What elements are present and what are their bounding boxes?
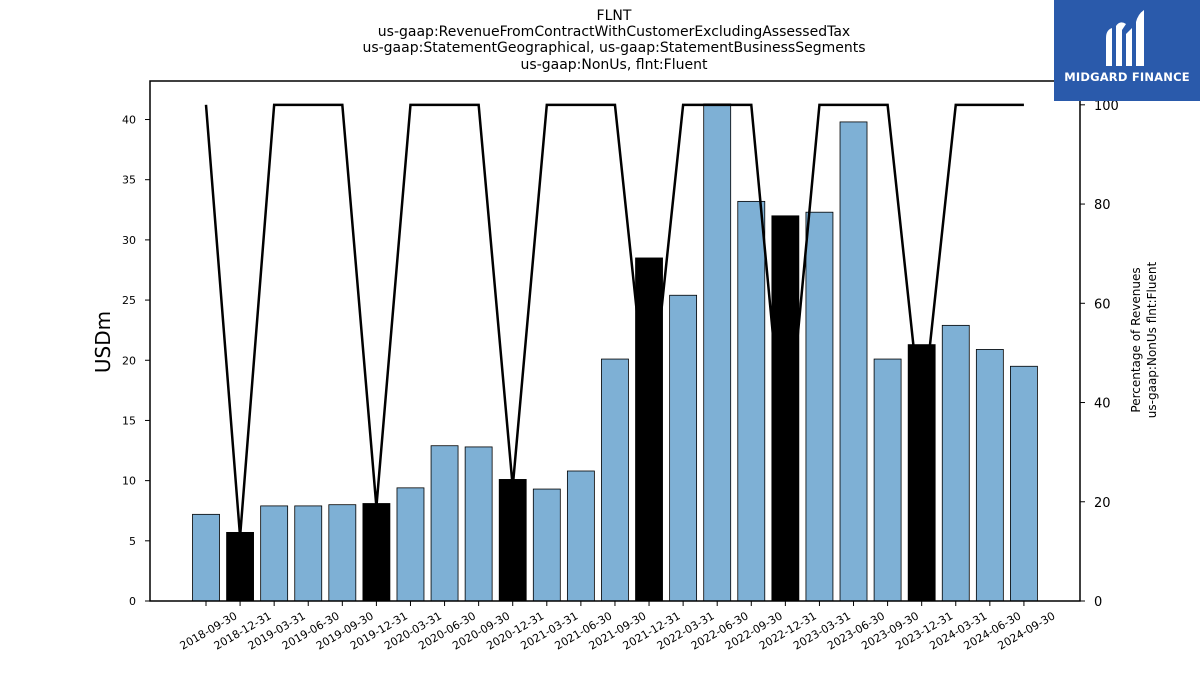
bar-2021-12-31 xyxy=(635,257,663,602)
bar-2018-12-31 xyxy=(226,531,254,602)
y-tick-label: 40 xyxy=(122,114,136,127)
bar-2023-12-31 xyxy=(907,344,936,602)
title-line-4: us-gaap:NonUs, flnt:Fluent xyxy=(521,57,708,73)
y2-tick-label: 60 xyxy=(1094,297,1111,312)
midgard-logo-icon xyxy=(1106,10,1144,66)
title-line-3: us-gaap:StatementGeographical, us-gaap:S… xyxy=(362,40,865,56)
bar-2019-06-30 xyxy=(294,505,323,602)
y-tick-label: 30 xyxy=(122,234,136,247)
percentage-line xyxy=(204,103,1024,537)
y2-tick-label: 100 xyxy=(1094,99,1119,114)
y-tick-label: 15 xyxy=(122,414,136,427)
bar-2019-12-31 xyxy=(362,503,391,602)
bar-2019-09-30 xyxy=(328,504,357,602)
bar-series xyxy=(192,103,1038,602)
y2-axis-label: Percentage of Revenues us-gaap:NonUs fln… xyxy=(1129,262,1159,419)
y2-axis-label-line-2: us-gaap:NonUs flnt:Fluent xyxy=(1145,262,1159,419)
bar-2019-03-31 xyxy=(260,505,289,602)
title-line-1: FLNT xyxy=(597,8,632,24)
bar-2020-03-31 xyxy=(396,487,425,602)
bar-2024-03-31 xyxy=(941,324,970,602)
y-tick-label: 25 xyxy=(122,294,136,307)
left-axis-ticks: 0 5 10 15 20 25 30 35 40 xyxy=(122,114,150,608)
bar-2022-09-30 xyxy=(737,200,766,602)
bar-2022-06-30 xyxy=(703,103,732,602)
brand-logo-text: MIDGARD FINANCE xyxy=(1064,70,1190,84)
chart-title: FLNT us-gaap:RevenueFromContractWithCust… xyxy=(362,8,865,73)
right-axis-ticks: 0 20 40 60 80 100 xyxy=(1080,99,1119,610)
y-tick-label: 5 xyxy=(129,535,136,548)
y-tick-label: 35 xyxy=(122,174,136,187)
y2-tick-label: 80 xyxy=(1094,198,1111,213)
x-axis-ticks: 2018-09-302018-12-312019-03-312019-06-30… xyxy=(178,601,1057,653)
bar-2023-09-30 xyxy=(873,358,902,602)
bar-2020-09-30 xyxy=(464,446,493,602)
y-axis-label: USDm xyxy=(91,311,115,373)
bar-2020-12-31 xyxy=(498,479,527,602)
y2-tick-label: 20 xyxy=(1094,496,1111,511)
y2-tick-label: 40 xyxy=(1094,397,1111,412)
bar-2021-03-31 xyxy=(532,488,561,602)
bar-2020-06-30 xyxy=(430,445,459,602)
bar-2022-12-31 xyxy=(771,215,800,602)
bar-2022-03-31 xyxy=(669,294,698,602)
title-line-2: us-gaap:RevenueFromContractWithCustomerE… xyxy=(378,24,850,40)
y-tick-label: 0 xyxy=(129,595,136,608)
brand-logo: MIDGARD FINANCE xyxy=(1054,0,1200,101)
y2-tick-label: 0 xyxy=(1094,595,1102,610)
y2-axis-label-line-1: Percentage of Revenues xyxy=(1129,267,1143,412)
bar-2024-09-30 xyxy=(1010,365,1038,602)
bar-2021-09-30 xyxy=(601,358,629,602)
bar-2024-06-30 xyxy=(975,349,1004,602)
y-tick-label: 20 xyxy=(122,354,136,367)
y-tick-label: 10 xyxy=(122,475,136,488)
bar-2023-06-30 xyxy=(839,121,868,602)
percentage-line-series xyxy=(204,103,1024,537)
bar-2023-03-31 xyxy=(805,211,834,602)
bar-2018-09-30 xyxy=(192,513,220,602)
bar-2021-06-30 xyxy=(566,470,595,602)
